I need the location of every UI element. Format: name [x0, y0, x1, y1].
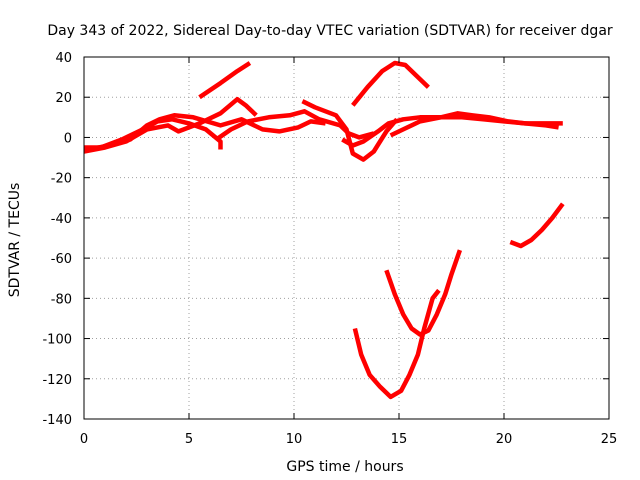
series-line-sat-f — [301, 99, 399, 162]
series-line-sat-j — [352, 288, 441, 400]
y-tick-label: 40 — [55, 51, 72, 66]
series-line-sat-e — [198, 61, 252, 100]
chart-title: Day 343 of 2022, Sidereal Day-to-day VTE… — [47, 23, 613, 39]
x-tick-label: 0 — [80, 432, 88, 447]
axis-ticks: 0 5 10 15 20 25 -140 -120 -100 -80 -60 -40 -20 0 20 40 — [42, 51, 617, 447]
y-tick-label: -140 — [42, 413, 72, 428]
series-line-sat-d — [215, 109, 375, 142]
plot-frame — [83, 56, 610, 420]
y-tick-label: -40 — [51, 212, 72, 227]
series-line-sat-c — [87, 113, 326, 152]
x-tick-label: 25 — [601, 432, 618, 447]
x-tick-label: 10 — [286, 432, 303, 447]
x-tick-label: 15 — [391, 432, 408, 447]
series-line-sat-i — [351, 60, 430, 107]
y-tick-label: -60 — [51, 252, 72, 267]
y-tick-label: -80 — [51, 292, 72, 307]
y-tick-label: 0 — [64, 131, 72, 146]
y-tick-label: -100 — [42, 333, 72, 348]
series-line-sat-l — [509, 202, 565, 249]
x-tick-label: 5 — [185, 432, 193, 447]
y-tick-label: -120 — [42, 373, 72, 388]
y-tick-label: 20 — [55, 91, 72, 106]
y-axis-label: SDTVAR / TECUs — [7, 183, 23, 298]
x-axis-label: GPS time / hours — [286, 459, 403, 475]
y-tick-label: -20 — [51, 172, 72, 187]
series-layer — [83, 60, 565, 400]
series-line-sat-h — [389, 115, 559, 138]
series-line-sat-k — [384, 249, 463, 337]
x-tick-label: 20 — [496, 432, 513, 447]
